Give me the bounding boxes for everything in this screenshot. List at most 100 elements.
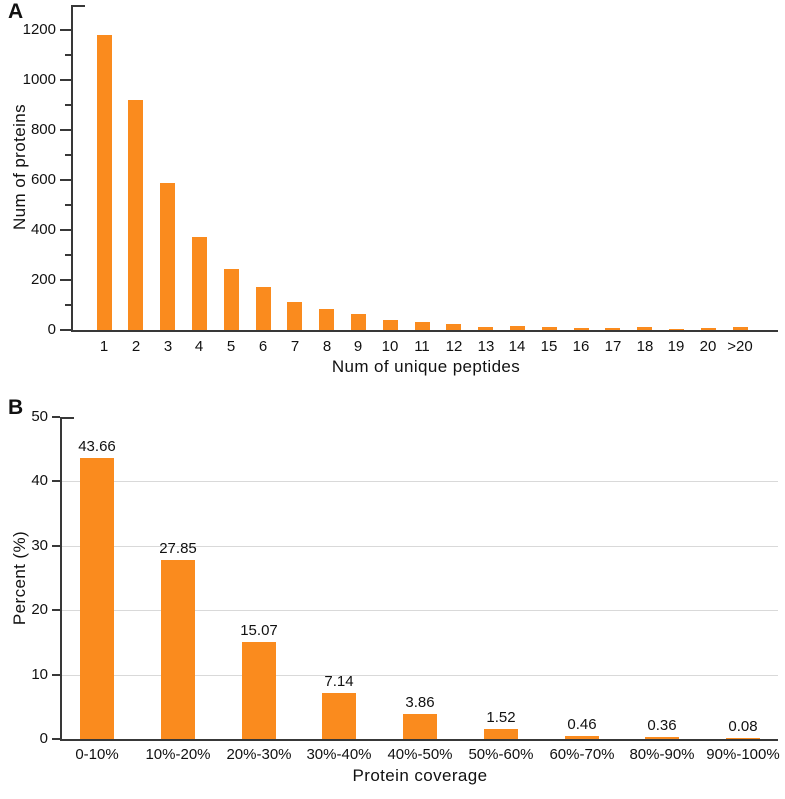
y-minor-tick	[65, 104, 71, 106]
x-category-label: 10	[381, 338, 399, 355]
x-category-label: 11	[414, 338, 430, 355]
y-major-tick	[60, 129, 71, 131]
y-tick-label: 400	[30, 221, 56, 238]
x-category-label: 17	[604, 338, 622, 355]
x-axis-title-b: Protein coverage	[352, 766, 488, 785]
x-category-label: >20	[727, 338, 753, 355]
bar	[192, 237, 207, 330]
x-category-label: 1	[99, 338, 109, 355]
y-major-tick	[60, 279, 71, 281]
x-category-label: 60%-70%	[549, 746, 615, 763]
y-axis-top-cap-icon	[73, 5, 85, 7]
bar-value-label: 27.85	[159, 540, 197, 557]
bar	[242, 641, 276, 739]
bar	[574, 327, 589, 330]
bar	[701, 328, 716, 330]
y-major-tick	[60, 29, 71, 31]
bar	[637, 326, 652, 330]
x-category-label: 90%-100%	[706, 746, 780, 763]
y-major-tick	[60, 79, 71, 81]
x-category-label: 7	[290, 338, 300, 355]
x-axis-line	[71, 330, 778, 332]
bar	[403, 714, 437, 739]
panel-b: B Percent (%) Protein coverage 0 10 20 30 40…	[0, 392, 785, 799]
y-major-tick	[52, 609, 60, 611]
x-category-label: 13	[477, 338, 495, 355]
y-axis-title-b: Percent (%)	[10, 530, 29, 626]
x-category-label: 10%-20%	[145, 746, 211, 763]
x-category-label: 18	[636, 338, 654, 355]
x-category-label: 20%-30%	[226, 746, 292, 763]
x-axis-line	[60, 739, 778, 741]
bar-value-label: 7.14	[324, 673, 354, 690]
bar	[415, 322, 430, 330]
y-tick-label: 1000	[22, 71, 56, 88]
x-category-label: 4	[194, 338, 204, 355]
bar	[733, 327, 748, 330]
bar	[478, 326, 493, 330]
x-category-label: 40%-50%	[387, 746, 453, 763]
x-category-label: 16	[572, 338, 590, 355]
y-axis-line	[60, 417, 62, 739]
gridline	[62, 675, 778, 676]
y-minor-tick	[65, 304, 71, 306]
y-major-tick	[60, 229, 71, 231]
bar	[510, 326, 525, 330]
x-category-label: 15	[540, 338, 558, 355]
bar	[645, 736, 679, 739]
y-tick-label: 0	[47, 321, 56, 338]
x-category-label: 0-10%	[75, 746, 119, 763]
x-category-label: 2	[131, 338, 141, 355]
bar	[542, 327, 557, 330]
y-major-tick	[52, 738, 60, 740]
y-tick-label: 600	[30, 171, 56, 188]
y-axis-line	[71, 5, 73, 330]
y-major-tick	[52, 545, 60, 547]
x-axis-title-a: Num of unique peptides	[331, 357, 521, 376]
y-minor-tick	[65, 54, 71, 56]
x-category-label: 9	[353, 338, 363, 355]
panel-letter-a: A	[8, 0, 24, 23]
y-tick-label: 30	[31, 537, 48, 554]
bar	[484, 729, 518, 739]
y-tick-label: 50	[31, 408, 48, 425]
y-tick-label: 1200	[22, 21, 56, 38]
bar	[726, 737, 760, 739]
x-category-label: 14	[508, 338, 526, 355]
gridline	[62, 610, 778, 611]
bar-value-label: 43.66	[78, 438, 116, 455]
bar	[669, 328, 684, 330]
bar	[97, 35, 112, 330]
bar	[383, 320, 398, 330]
y-minor-tick	[65, 204, 71, 206]
x-category-label: 8	[322, 338, 332, 355]
y-tick-label: 40	[31, 472, 48, 489]
bar	[287, 301, 302, 330]
y-tick-label: 10	[31, 666, 48, 683]
bar-value-label: 0.46	[567, 716, 597, 733]
bar-value-label: 1.52	[486, 709, 516, 726]
bar-value-label: 0.36	[647, 717, 677, 734]
x-category-label: 6	[258, 338, 268, 355]
x-category-label: 50%-60%	[468, 746, 534, 763]
x-category-label: 80%-90%	[629, 746, 695, 763]
y-tick-label: 20	[31, 601, 48, 618]
bar	[605, 327, 620, 330]
bar-value-label: 3.86	[405, 694, 435, 711]
bar	[322, 693, 356, 739]
x-category-label: 12	[445, 338, 463, 355]
bar	[161, 559, 195, 739]
bar	[160, 182, 175, 330]
x-category-label: 5	[226, 338, 236, 355]
y-major-tick	[60, 329, 71, 331]
x-category-label: 19	[667, 338, 685, 355]
y-major-tick	[52, 480, 60, 482]
bar	[224, 269, 239, 330]
y-tick-label: 200	[30, 271, 56, 288]
bar-value-label: 15.07	[240, 622, 278, 639]
bar-value-label: 0.08	[728, 718, 758, 735]
bar	[128, 100, 143, 330]
bar	[80, 457, 114, 739]
panel-a: A Num of proteins Num of unique peptides…	[0, 0, 785, 392]
